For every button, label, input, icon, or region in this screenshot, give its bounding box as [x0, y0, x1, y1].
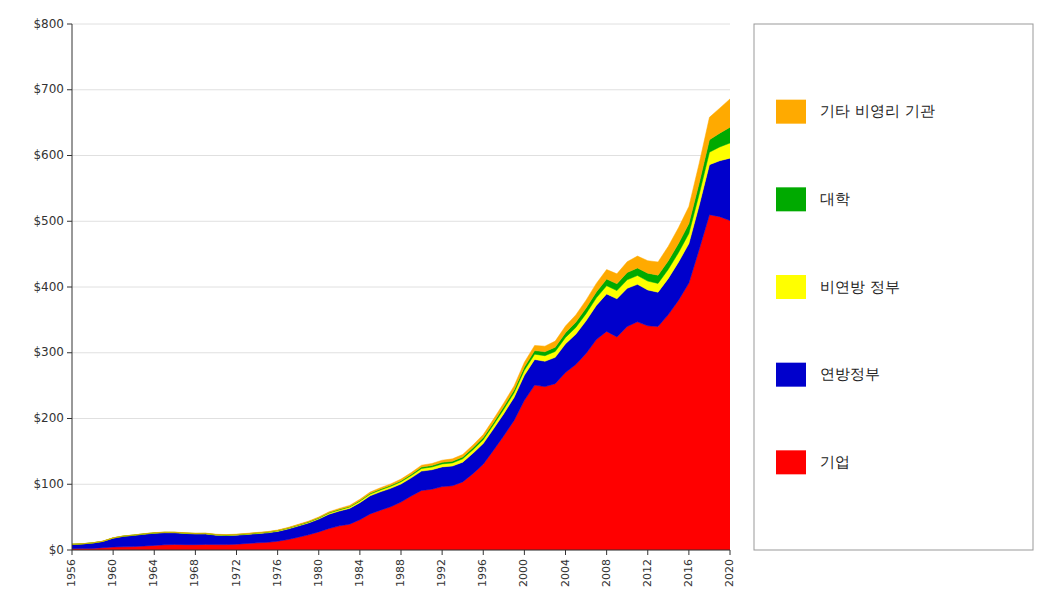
x-tick-label: 2016: [682, 559, 695, 587]
y-tick-label: $700: [33, 82, 64, 96]
x-tick-label: 1976: [271, 559, 284, 587]
x-tick: [72, 550, 73, 555]
x-tick: [318, 550, 319, 555]
x-tick-label: 1996: [476, 559, 489, 587]
y-tick: [67, 89, 72, 90]
area: [72, 158, 730, 549]
area: [72, 143, 730, 544]
x-tick: [730, 550, 731, 555]
x-tick: [565, 550, 566, 555]
grid: [72, 24, 730, 550]
area: [72, 127, 730, 544]
legend-swatch: [776, 187, 806, 211]
x-tick: [236, 550, 237, 555]
legend-swatch: [776, 363, 806, 387]
y-tick-label: $400: [33, 280, 64, 294]
x-tick: [688, 550, 689, 555]
y-tick: [67, 352, 72, 353]
grid-line: [72, 155, 730, 156]
x-tick: [647, 550, 648, 555]
x-tick-label: 2012: [641, 559, 654, 587]
y-tick-label: $300: [33, 345, 64, 359]
y-tick-label: $800: [33, 17, 64, 31]
legend-label: 연방정부: [820, 365, 880, 383]
legend-swatch: [776, 275, 806, 299]
y-tick: [67, 24, 72, 25]
x-tick-label: 1992: [435, 559, 448, 587]
legend: 기타 비영리 기관대학비연방 정부연방정부기업: [754, 24, 1033, 550]
x-tick-label: 2004: [559, 559, 572, 587]
y-tick: [67, 418, 72, 419]
y-tick: [67, 287, 72, 288]
y-tick: [67, 155, 72, 156]
plot-background: [72, 24, 730, 550]
x-tick: [401, 550, 402, 555]
x-tick: [524, 550, 525, 555]
y-tick: [67, 550, 72, 551]
x-tick-label: 2008: [600, 559, 613, 587]
y-tick-label: $200: [33, 411, 64, 425]
x-tick: [359, 550, 360, 555]
y-tick-label: $0: [49, 543, 64, 557]
x-tick: [483, 550, 484, 555]
x-tick-label: 1968: [188, 559, 201, 587]
x-tick-label: 1960: [106, 559, 119, 587]
x-tick-label: 1972: [230, 559, 243, 587]
area: [72, 99, 730, 544]
grid-line: [72, 24, 730, 25]
y-tick-label: $500: [33, 214, 64, 228]
y-tick-label: $600: [33, 148, 64, 162]
x-tick: [606, 550, 607, 555]
legend-label: 비연방 정부: [820, 278, 900, 296]
x-tick: [195, 550, 196, 555]
legend-swatch: [776, 450, 806, 474]
y-tick-label: $100: [33, 477, 64, 491]
x-tick-label: 1984: [353, 559, 366, 587]
x-tick-label: 1956: [65, 559, 78, 587]
legend-label: 기타 비영리 기관: [820, 102, 935, 120]
grid-line: [72, 89, 730, 90]
y-tick: [67, 221, 72, 222]
x-tick-label: 2020: [723, 559, 736, 587]
x-tick: [113, 550, 114, 555]
x-tick: [442, 550, 443, 555]
y-tick: [67, 484, 72, 485]
x-tick: [154, 550, 155, 555]
legend-box: [754, 24, 1033, 550]
x-tick-label: 1988: [394, 559, 407, 587]
legend-label: 대학: [820, 190, 850, 208]
legend-swatch: [776, 100, 806, 124]
grid-line: [72, 221, 730, 222]
x-tick-label: 1964: [147, 559, 160, 587]
legend-label: 기업: [820, 453, 850, 471]
areas: [72, 99, 730, 550]
x-tick-label: 2000: [517, 559, 530, 587]
x-tick: [277, 550, 278, 555]
x-tick-label: 1980: [312, 559, 325, 587]
